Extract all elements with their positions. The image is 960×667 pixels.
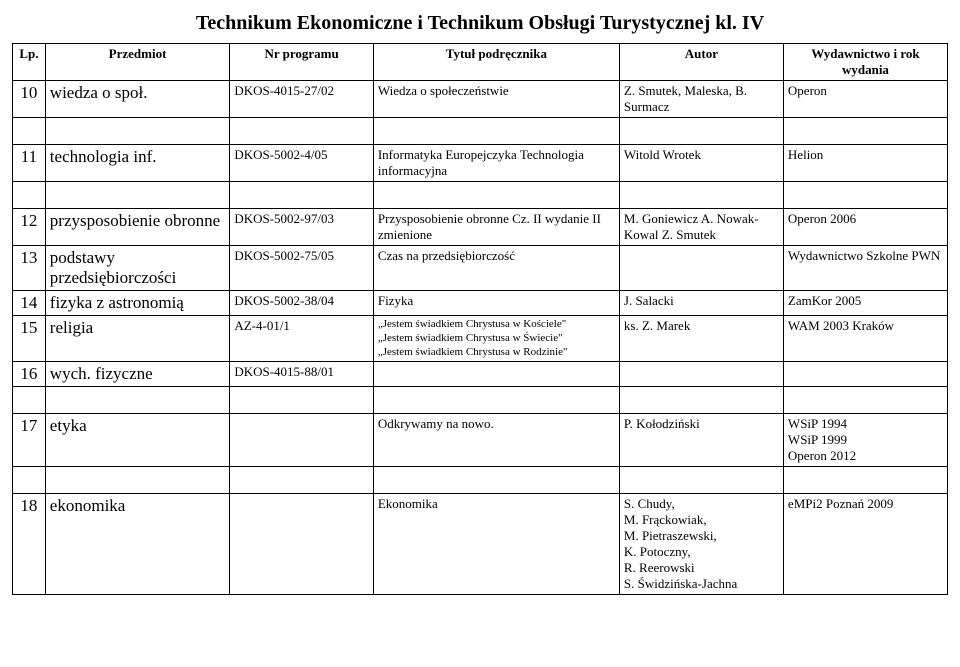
cell-program: DKOS-5002-38/04 bbox=[230, 291, 374, 316]
cell-subject: technologia inf. bbox=[45, 145, 230, 182]
cell-publisher: Wydawnictwo Szkolne PWN bbox=[783, 246, 947, 291]
cell-publisher: WAM 2003 Kraków bbox=[783, 316, 947, 362]
cell-author bbox=[619, 362, 783, 387]
cell-publisher: Operon bbox=[783, 81, 947, 118]
publisher-line: Operon 2012 bbox=[788, 448, 943, 464]
cell-book: Czas na przedsiębiorczość bbox=[373, 246, 619, 291]
cell-lp: 14 bbox=[13, 291, 46, 316]
cell-program: AZ-4-01/1 bbox=[230, 316, 374, 362]
cell-lp: 11 bbox=[13, 145, 46, 182]
cell-author: Witold Wrotek bbox=[619, 145, 783, 182]
table-row: 10 wiedza o społ. DKOS-4015-27/02 Wiedza… bbox=[13, 81, 948, 118]
cell-subject: wych. fizyczne bbox=[45, 362, 230, 387]
table-row: 16 wych. fizyczne DKOS-4015-88/01 bbox=[13, 362, 948, 387]
cell-publisher bbox=[783, 362, 947, 387]
cell-author bbox=[619, 246, 783, 291]
table-row: 11 technologia inf. DKOS-5002-4/05 Infor… bbox=[13, 145, 948, 182]
author-line: S. Chudy, bbox=[624, 496, 779, 512]
gap-row bbox=[13, 467, 948, 494]
col-author: Autor bbox=[619, 44, 783, 81]
cell-program: DKOS-5002-4/05 bbox=[230, 145, 374, 182]
textbook-table: Lp. Przedmiot Nr programu Tytuł podręczn… bbox=[12, 43, 948, 595]
author-line: M. Pietraszewski, bbox=[624, 528, 779, 544]
cell-publisher: ZamKor 2005 bbox=[783, 291, 947, 316]
table-row: 13 podstawy przedsiębiorczości DKOS-5002… bbox=[13, 246, 948, 291]
cell-book: Fizyka bbox=[373, 291, 619, 316]
cell-subject: przysposobienie obronne bbox=[45, 209, 230, 246]
cell-author: Z. Smutek, Maleska, B. Surmacz bbox=[619, 81, 783, 118]
col-program: Nr programu bbox=[230, 44, 374, 81]
col-subject: Przedmiot bbox=[45, 44, 230, 81]
cell-lp: 17 bbox=[13, 414, 46, 467]
cell-program: DKOS-4015-27/02 bbox=[230, 81, 374, 118]
cell-publisher: WSiP 1994 WSiP 1999 Operon 2012 bbox=[783, 414, 947, 467]
author-line: R. Reerowski bbox=[624, 560, 779, 576]
cell-author: P. Kołodziński bbox=[619, 414, 783, 467]
col-lp: Lp. bbox=[13, 44, 46, 81]
cell-author: ks. Z. Marek bbox=[619, 316, 783, 362]
cell-lp: 12 bbox=[13, 209, 46, 246]
cell-publisher: Operon 2006 bbox=[783, 209, 947, 246]
book-line: „Jestem świadkiem Chrystusa w Świecie" bbox=[378, 332, 615, 346]
cell-program: DKOS-5002-97/03 bbox=[230, 209, 374, 246]
cell-program bbox=[230, 414, 374, 467]
cell-author: J. Salacki bbox=[619, 291, 783, 316]
cell-lp: 18 bbox=[13, 494, 46, 595]
col-book: Tytuł podręcznika bbox=[373, 44, 619, 81]
table-row: 15 religia AZ-4-01/1 „Jestem świadkiem C… bbox=[13, 316, 948, 362]
gap-row bbox=[13, 118, 948, 145]
table-row: 14 fizyka z astronomią DKOS-5002-38/04 F… bbox=[13, 291, 948, 316]
cell-book: „Jestem świadkiem Chrystusa w Kościele" … bbox=[373, 316, 619, 362]
table-row: 12 przysposobienie obronne DKOS-5002-97/… bbox=[13, 209, 948, 246]
cell-book: Informatyka Europejczyka Technologia inf… bbox=[373, 145, 619, 182]
author-line: S. Świdzińska-Jachna bbox=[624, 576, 779, 592]
book-line: „Jestem świadkiem Chrystusa w Kościele" bbox=[378, 318, 615, 332]
publisher-line: WSiP 1999 bbox=[788, 432, 943, 448]
cell-lp: 13 bbox=[13, 246, 46, 291]
book-line: „Jestem świadkiem Chrystusa w Rodzinie" bbox=[378, 346, 615, 360]
table-row: 17 etyka Odkrywamy na nowo. P. Kołodzińs… bbox=[13, 414, 948, 467]
cell-book: Ekonomika bbox=[373, 494, 619, 595]
cell-author: S. Chudy, M. Frąckowiak, M. Pietraszewsk… bbox=[619, 494, 783, 595]
cell-subject: etyka bbox=[45, 414, 230, 467]
cell-program: DKOS-5002-75/05 bbox=[230, 246, 374, 291]
cell-book: Przysposobienie obronne Cz. II wydanie I… bbox=[373, 209, 619, 246]
cell-subject: podstawy przedsiębiorczości bbox=[45, 246, 230, 291]
cell-author: M. Goniewicz A. Nowak-Kowal Z. Smutek bbox=[619, 209, 783, 246]
cell-program: DKOS-4015-88/01 bbox=[230, 362, 374, 387]
author-line: M. Frąckowiak, bbox=[624, 512, 779, 528]
cell-lp: 15 bbox=[13, 316, 46, 362]
cell-publisher: eMPi2 Poznań 2009 bbox=[783, 494, 947, 595]
table-row: 18 ekonomika Ekonomika S. Chudy, M. Frąc… bbox=[13, 494, 948, 595]
col-publisher: Wydawnictwo i rok wydania bbox=[783, 44, 947, 81]
cell-lp: 16 bbox=[13, 362, 46, 387]
cell-book: Odkrywamy na nowo. bbox=[373, 414, 619, 467]
cell-subject: fizyka z astronomią bbox=[45, 291, 230, 316]
cell-program bbox=[230, 494, 374, 595]
cell-lp: 10 bbox=[13, 81, 46, 118]
author-line: K. Potoczny, bbox=[624, 544, 779, 560]
cell-publisher: Helion bbox=[783, 145, 947, 182]
cell-subject: ekonomika bbox=[45, 494, 230, 595]
page-title: Technikum Ekonomiczne i Technikum Obsług… bbox=[12, 12, 948, 35]
cell-subject: religia bbox=[45, 316, 230, 362]
cell-book: Wiedza o społeczeństwie bbox=[373, 81, 619, 118]
gap-row bbox=[13, 182, 948, 209]
cell-subject: wiedza o społ. bbox=[45, 81, 230, 118]
gap-row bbox=[13, 387, 948, 414]
header-row: Lp. Przedmiot Nr programu Tytuł podręczn… bbox=[13, 44, 948, 81]
publisher-line: WSiP 1994 bbox=[788, 416, 943, 432]
cell-book bbox=[373, 362, 619, 387]
